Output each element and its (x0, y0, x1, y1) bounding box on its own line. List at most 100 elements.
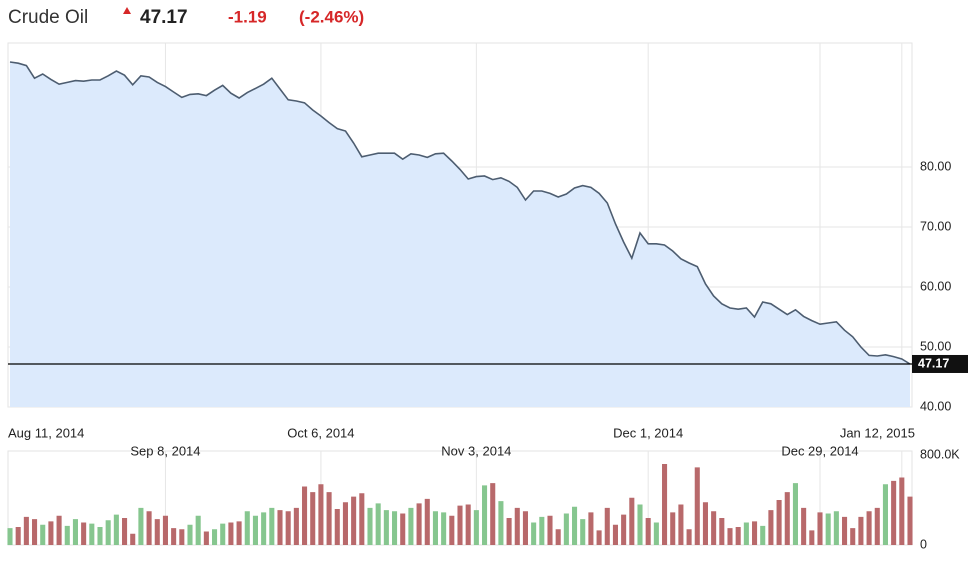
volume-bar (97, 527, 103, 545)
volume-bar (179, 529, 185, 545)
volume-bar (531, 522, 537, 545)
volume-bar (293, 507, 299, 545)
volume-bar (457, 505, 463, 545)
volume-bar (604, 507, 610, 545)
price: 47.17 (140, 7, 188, 28)
change: -1.19 (228, 7, 267, 26)
volume-bar (203, 531, 209, 545)
volume-bar (784, 492, 790, 545)
price-area (10, 62, 910, 407)
volume-bar (645, 518, 651, 545)
y-tick-label: 80.00 (920, 159, 951, 173)
volume-bar (743, 522, 749, 545)
volume-bar (56, 515, 62, 545)
volume-bar (686, 529, 692, 545)
volume-bar (621, 514, 627, 545)
volume-bar (768, 510, 774, 545)
volume-bar (596, 530, 602, 545)
volume-bar (612, 524, 618, 545)
volume-bar (891, 480, 897, 545)
volume-bar (866, 511, 872, 545)
volume-bar (547, 515, 553, 545)
volume-bar (637, 504, 643, 545)
x-tick-label: Oct 6, 2014 (287, 425, 354, 440)
volume-bar (122, 518, 128, 545)
x-tick-label: Aug 11, 2014 (8, 425, 84, 440)
volume-bar (375, 503, 381, 545)
volume-bar (392, 511, 398, 545)
volume-bar (408, 507, 414, 545)
volume-bar (694, 467, 700, 545)
volume-bar (555, 529, 561, 545)
x-tick-label: Dec 29, 2014 (781, 443, 858, 458)
volume-bar (400, 513, 406, 545)
volume-bar (171, 528, 177, 545)
volume-bar (506, 518, 512, 545)
volume-bar (580, 519, 586, 545)
volume-bar (342, 502, 348, 545)
volume-bar (572, 506, 578, 545)
volume-bar (48, 521, 54, 545)
volume-bar (318, 484, 324, 545)
volume-bar (302, 486, 308, 545)
volume-bar (678, 504, 684, 545)
volume-bar (432, 511, 438, 545)
x-tick-label: Jan 12, 2015 (840, 425, 915, 440)
volume-bar (776, 500, 782, 545)
volume-bar (40, 524, 46, 545)
volume-bar (81, 522, 87, 545)
volume-bar (220, 523, 226, 545)
volume-bar (310, 492, 316, 545)
volume-bar (130, 533, 136, 545)
volume-bar (449, 515, 455, 545)
volume-bar (670, 512, 676, 545)
volume-bar (825, 513, 831, 545)
volume-bar (228, 522, 234, 545)
volume-bar (473, 510, 479, 545)
volume-bar (285, 511, 291, 545)
volume-bar (735, 527, 741, 545)
volume-bar (252, 515, 258, 545)
instrument-name: Crude Oil (8, 7, 88, 28)
volume-bar (792, 483, 798, 545)
volume-bar (702, 502, 708, 545)
volume-bar (154, 519, 160, 545)
volume-bar (719, 518, 725, 545)
volume-bar (498, 501, 504, 545)
volume-bar (89, 523, 95, 545)
x-tick-label: Dec 1, 2014 (613, 425, 683, 440)
volume-bar (269, 507, 275, 545)
volume-bar (424, 498, 430, 545)
volume-bar (514, 507, 520, 545)
volume-bar (195, 515, 201, 545)
volume-bar (711, 511, 717, 545)
volume-bar (588, 512, 594, 545)
volume-bar (359, 493, 365, 545)
volume-bar (261, 512, 267, 545)
volume-bar (367, 507, 373, 545)
volume-bar (907, 496, 913, 545)
volume-bar (752, 521, 758, 545)
volume-bar (850, 528, 856, 545)
volume-bar (212, 529, 218, 545)
volume-bar (653, 522, 659, 545)
volume-bar (490, 483, 496, 545)
volume-bar (105, 520, 111, 545)
volume-bar (187, 524, 193, 545)
volume-bar (760, 525, 766, 545)
y-tick-label: 70.00 (920, 219, 951, 233)
volume-bar (629, 497, 635, 545)
volume-bar (662, 464, 668, 545)
volume-bar (882, 484, 888, 545)
volume-bar (236, 521, 242, 545)
volume-bar (801, 507, 807, 545)
volume-bar (482, 485, 488, 545)
volume-bar (817, 512, 823, 545)
y-tick-label: 0 (920, 537, 927, 551)
volume-bar (15, 527, 21, 545)
volume-bar (244, 511, 250, 545)
volume-bar (334, 509, 340, 545)
volume-bar (727, 528, 733, 545)
volume-bar (32, 519, 38, 545)
volume-bar (809, 530, 815, 545)
